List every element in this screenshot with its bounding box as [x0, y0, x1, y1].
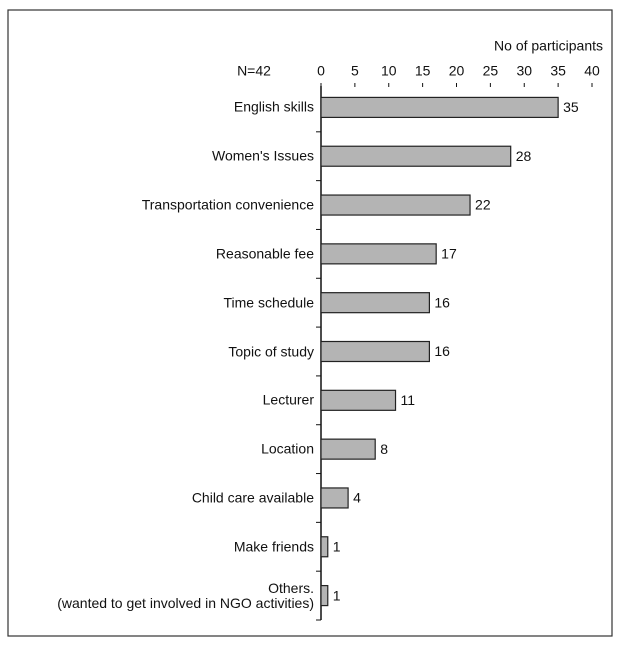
- data-label: 16: [434, 294, 450, 310]
- y-tick-label: Women's Issues: [211, 147, 314, 164]
- annotation: N=42: [237, 63, 271, 79]
- x-tick-label: 10: [381, 63, 397, 79]
- y-tick-label: Transportation convenience: [141, 196, 314, 213]
- x-tick-label: 5: [351, 63, 359, 79]
- y-tick-label: Topic of study: [228, 343, 314, 359]
- x-tick-label: 20: [449, 63, 465, 79]
- y-tick-label: Others. (wanted to get involved in NGO a…: [57, 579, 314, 611]
- axis-title: No of participants: [494, 38, 603, 54]
- y-tick-label: Time schedule: [223, 294, 314, 311]
- x-tick-label: 40: [584, 63, 600, 79]
- x-tick-label: 35: [550, 63, 566, 79]
- bar: [320, 487, 349, 509]
- bar: [320, 292, 431, 314]
- data-label: 1: [333, 538, 341, 554]
- bar: [320, 389, 397, 411]
- data-label: 35: [563, 99, 579, 115]
- x-tick-label: 30: [516, 63, 532, 79]
- bar: [320, 438, 376, 460]
- y-tick-label: Make friends: [233, 538, 314, 555]
- bar: [320, 96, 559, 119]
- data-label: 22: [475, 197, 491, 213]
- data-label: 8: [380, 441, 388, 457]
- bar: [320, 584, 329, 607]
- bar: [320, 194, 471, 216]
- y-tick-label: Child care available: [191, 489, 314, 506]
- data-label: 11: [401, 392, 416, 408]
- x-tick-label: 15: [415, 63, 431, 79]
- y-tick-label: Lecturer: [262, 391, 314, 408]
- data-label: 28: [516, 148, 532, 164]
- x-tick-label: 0: [317, 63, 325, 79]
- bar: [320, 243, 437, 265]
- data-label: 16: [434, 343, 450, 359]
- bar: [320, 145, 512, 167]
- x-tick-label: 25: [483, 63, 499, 79]
- y-tick-label: Location: [261, 440, 314, 457]
- y-tick-label: English skills: [233, 98, 314, 115]
- data-label: 17: [441, 246, 457, 262]
- bar: [320, 536, 329, 558]
- bar: [320, 340, 431, 363]
- y-tick-label: Reasonable fee: [215, 245, 314, 262]
- data-label: 1: [333, 587, 341, 603]
- data-label: 4: [353, 490, 361, 506]
- frame: [7, 9, 613, 637]
